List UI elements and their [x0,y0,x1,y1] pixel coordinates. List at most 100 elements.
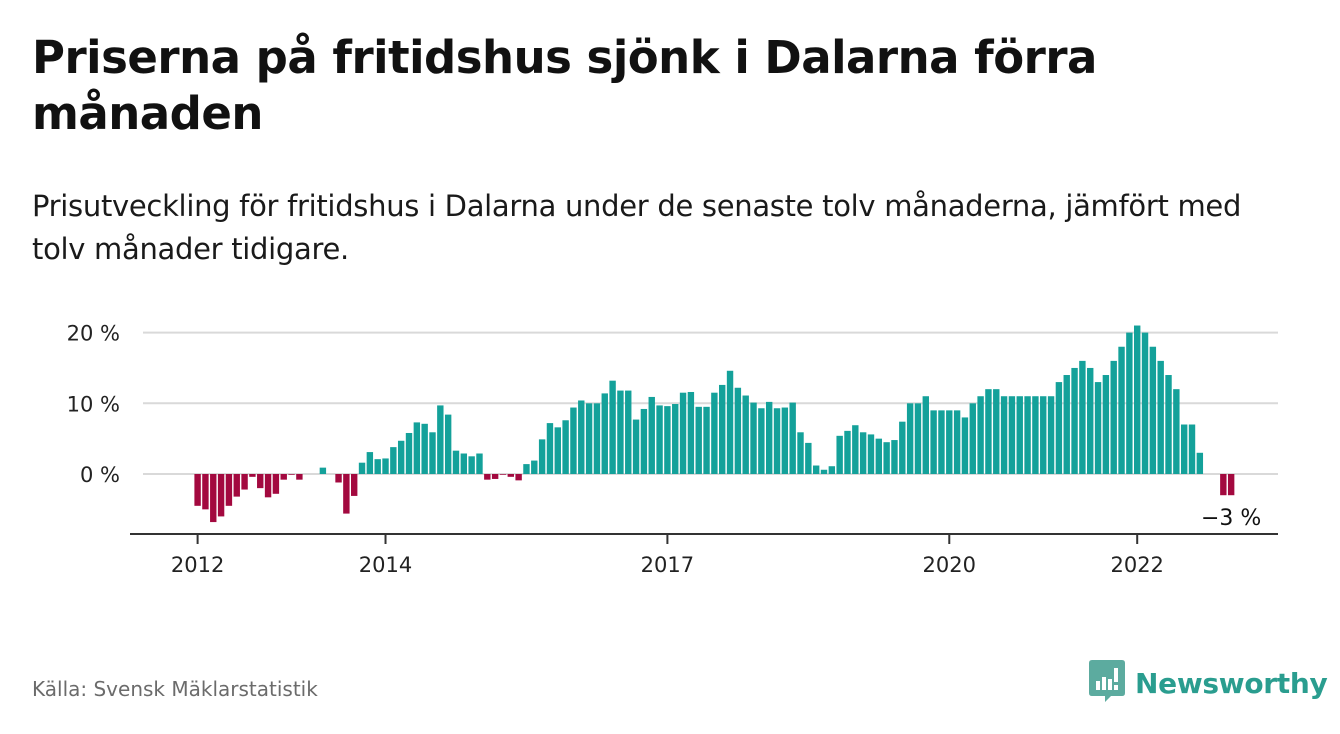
bar [217,474,225,517]
bar [1173,389,1180,474]
bar [664,406,671,474]
bar [1165,375,1172,474]
bar [531,460,538,474]
bar [656,405,663,474]
bar [421,423,428,474]
bar [1087,367,1094,474]
bar [993,389,1000,474]
bar [812,465,820,474]
bar [225,474,233,506]
bar [468,456,475,474]
x-tick-label: 2012 [171,553,224,577]
bar [1180,424,1188,474]
bar [781,407,789,474]
bar [1094,382,1102,474]
bar [1134,325,1141,474]
y-tick-label: 20 % [67,322,120,346]
bar [429,432,436,474]
bar [687,391,695,474]
x-tick-label: 2022 [1110,553,1163,577]
bar [413,422,421,474]
bar [382,458,389,474]
bar [1079,360,1086,474]
bar [554,427,561,474]
bar [1196,452,1204,474]
bar [249,474,256,477]
x-tick-label: 2014 [359,553,412,577]
bar [1227,474,1235,496]
bar [484,474,491,480]
bar [546,423,554,474]
bar [617,390,624,474]
bar [491,474,499,479]
bar [1024,396,1031,474]
bar [507,474,514,477]
bar [899,421,906,474]
bar [358,462,366,474]
bar [335,474,342,483]
bar [867,434,875,474]
bar [719,384,726,474]
y-tick-label: 10 % [67,392,120,416]
bar [797,432,804,474]
bar [828,466,836,474]
bar [452,450,460,474]
bar [648,396,655,474]
bar [1016,396,1023,474]
bar [844,430,851,474]
data-labels: −3 % [1201,506,1261,531]
bar [765,401,773,474]
bar [210,474,217,523]
bar [1126,332,1133,474]
y-tick-label: 0 % [80,463,120,487]
bar [460,453,468,474]
bar [734,387,742,474]
bar [930,410,937,474]
bar [202,474,209,510]
bar [969,403,976,474]
newsworthy-logo-icon [1089,660,1125,706]
bar [836,435,843,474]
bar [1063,375,1070,474]
bar [632,419,640,474]
bar [319,467,327,474]
bar [366,452,374,474]
chart-subtitle: Prisutveckling för fritidshus i Dalarna … [32,189,1242,266]
bar [601,393,608,474]
bar-chart: 0 % 10 % 20 % 2012 2014 2017 2020 2022 −3 % [67,322,1278,577]
x-tick-label: 2017 [641,553,694,577]
bar [859,432,867,474]
bar [1110,360,1117,474]
bar [640,408,648,474]
bar [985,389,992,474]
bar [296,474,303,480]
bar [852,425,859,474]
bar [750,402,757,474]
bar [906,403,914,474]
bar [1071,367,1078,474]
bar [805,442,812,474]
bar [742,395,749,474]
bar [946,410,953,474]
bar [343,474,350,514]
bar [1188,424,1196,474]
bar [397,440,405,474]
bar [703,406,710,474]
bar [625,390,632,474]
bar [1102,375,1110,474]
bar [726,370,734,474]
x-tick-label: 2020 [923,553,976,577]
brand-logo[interactable]: Newsworthy [1089,660,1328,706]
bar [233,474,240,497]
x-axis: 2012 2014 2017 2020 2022 [130,533,1278,577]
bar [891,440,898,474]
bar [773,408,781,474]
bar [538,439,546,474]
brand-name: Newsworthy [1135,666,1328,700]
bar [679,392,687,474]
bar [288,474,295,475]
bar [585,403,593,474]
bar [1047,396,1055,474]
bar [194,474,201,506]
bar [351,474,358,496]
